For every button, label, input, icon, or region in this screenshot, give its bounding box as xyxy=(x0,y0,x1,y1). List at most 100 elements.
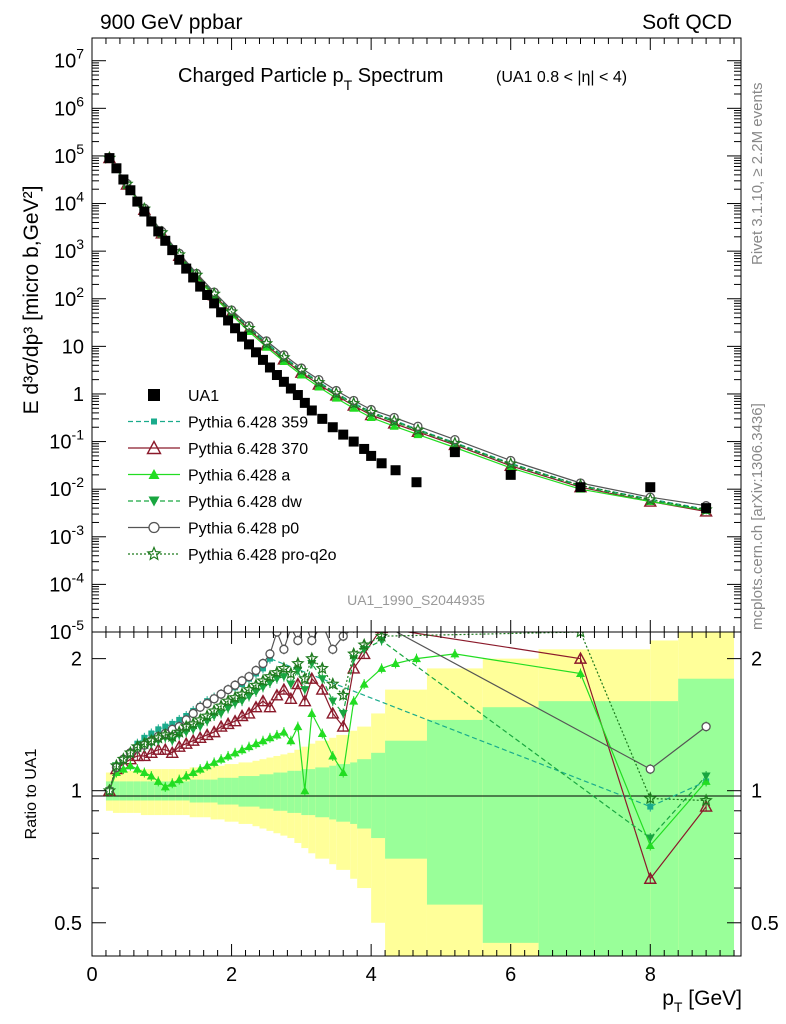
ratio-marker xyxy=(146,771,156,780)
band-green-bin xyxy=(308,769,316,816)
ratio-marker xyxy=(298,671,312,685)
band-green-bin xyxy=(140,781,148,801)
data-point xyxy=(209,298,220,309)
band-green-bin xyxy=(154,781,162,801)
legend-marker xyxy=(151,418,157,425)
y-tick-base: 10 xyxy=(49,527,71,549)
legend-label: Pythia 6.428 dw xyxy=(188,494,302,511)
ratio-marker xyxy=(377,663,387,672)
mc-marker xyxy=(503,456,518,470)
data-point xyxy=(278,376,289,387)
data-point xyxy=(449,447,460,458)
ratio-marker xyxy=(277,682,291,695)
x-tick-label: 2 xyxy=(226,964,237,986)
data-point xyxy=(139,206,150,217)
ratio-marker xyxy=(284,691,298,704)
ratio-marker xyxy=(349,696,359,705)
y-tick-base: 10 xyxy=(54,98,76,120)
ratio-marker xyxy=(272,730,282,739)
y-tick-label: 10-1 xyxy=(49,427,84,454)
uncertainty-band xyxy=(105,632,735,956)
ratio-marker xyxy=(328,751,338,760)
ratio-marker xyxy=(298,694,312,707)
y-tick-base: 10 xyxy=(49,574,71,596)
y-tick-label: 10-5 xyxy=(49,617,84,644)
y-tick-exponent: 7 xyxy=(76,46,84,62)
data-point xyxy=(244,339,255,350)
band-green-bin xyxy=(650,701,679,956)
ratio-marker xyxy=(209,757,219,766)
band-green-bin xyxy=(112,781,120,801)
ratio-marker xyxy=(230,748,240,757)
data-point xyxy=(188,272,199,283)
x-tick-label: 4 xyxy=(366,964,377,986)
ratio-y-axis-label: Ratio to UA1 xyxy=(23,749,40,840)
ratio-marker xyxy=(223,704,233,713)
y-tick-label: 10-4 xyxy=(49,569,84,596)
data-point xyxy=(216,307,227,318)
legend-marker xyxy=(146,545,162,561)
ratio-marker xyxy=(325,677,340,690)
ratio-marker xyxy=(181,771,191,780)
data-point xyxy=(271,370,282,381)
ratio-marker xyxy=(336,688,350,701)
ratio-marker xyxy=(412,654,421,663)
ratio-marker xyxy=(155,726,162,733)
ratio-tick-label-right: 1 xyxy=(751,781,762,803)
ratio-marker xyxy=(286,736,296,745)
band-green-bin xyxy=(371,752,386,839)
mc-marker xyxy=(329,386,344,400)
data-point xyxy=(575,482,586,493)
legend-marker xyxy=(148,469,160,479)
data-point xyxy=(237,331,248,342)
data-point xyxy=(230,323,241,334)
y-tick-base: 10 xyxy=(54,289,76,311)
band-green-bin xyxy=(147,781,155,801)
band-green-bin xyxy=(203,779,211,803)
data-point xyxy=(359,443,370,454)
ratio-marker xyxy=(202,698,212,709)
data-point xyxy=(701,503,712,514)
ratio-marker xyxy=(347,646,361,660)
data-point xyxy=(376,458,387,469)
data-point xyxy=(257,354,268,365)
ratio-marker xyxy=(258,658,268,669)
ratio-marker xyxy=(244,671,254,682)
band-green-bin xyxy=(259,774,267,809)
mc-marker xyxy=(277,350,291,364)
ratio-marker xyxy=(317,729,327,738)
ratio-marker xyxy=(359,679,369,688)
data-point xyxy=(411,477,422,488)
data-point xyxy=(306,405,317,416)
band-green-bin xyxy=(336,764,351,822)
band-green-bin xyxy=(175,781,183,801)
y-tick-base: 10 xyxy=(54,51,76,73)
ratio-marker xyxy=(263,700,277,713)
header-right: Soft QCD xyxy=(642,11,732,34)
ratio-marker xyxy=(237,697,247,706)
ratio-marker xyxy=(293,722,303,731)
ratio-marker xyxy=(575,668,585,677)
mc-marker xyxy=(643,492,657,506)
y-tick-base: 10 xyxy=(54,241,76,263)
band-green-bin xyxy=(119,781,127,801)
y-tick-label: 103 xyxy=(54,236,84,263)
ratio-marker xyxy=(293,635,303,646)
mcplots-label: mcplots.cern.ch [arXiv:1306.3436] xyxy=(749,403,766,630)
ratio-marker xyxy=(195,764,205,773)
ratio-tick-label-left: 0.5 xyxy=(54,913,82,935)
chart-title-main: Charged Particle pT Spectrum xyxy=(178,65,443,93)
data-point xyxy=(160,235,171,246)
title-text: Charged Particle p xyxy=(178,65,344,87)
band-green-bin xyxy=(287,770,295,813)
mc-marker xyxy=(259,336,274,350)
band-green-bin xyxy=(678,678,735,956)
ratio-tick-label-right: 0.5 xyxy=(751,913,779,935)
ratio-marker xyxy=(169,720,176,727)
ratio-marker xyxy=(223,751,233,760)
mc-marker xyxy=(387,413,401,427)
ratio-marker xyxy=(202,761,212,770)
ratio-marker xyxy=(279,727,289,736)
ratio-marker xyxy=(251,665,261,676)
